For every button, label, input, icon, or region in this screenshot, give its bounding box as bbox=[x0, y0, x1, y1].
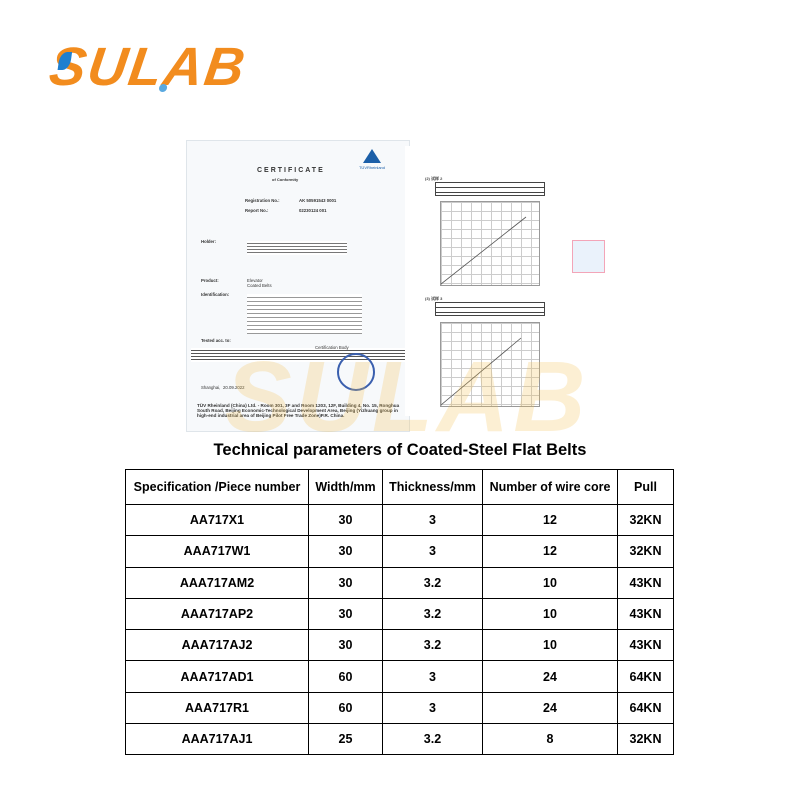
table-row: AAA717AD1 60 3 24 64KN bbox=[125, 660, 674, 693]
cell-wire-core: 10 bbox=[482, 629, 618, 662]
cell-pull: 32KN bbox=[617, 723, 674, 756]
report-section-2: (3) 试样 3 bbox=[425, 296, 443, 301]
cell-specification: AAA717R1 bbox=[125, 691, 309, 725]
table-header-row: Specification /Piece number Width/mm Thi… bbox=[125, 469, 674, 505]
certificate-date: 20.09.2022 bbox=[223, 385, 245, 390]
cell-wire-core: 12 bbox=[482, 503, 618, 537]
table-row: AA717X1 30 3 12 32KN bbox=[125, 503, 674, 537]
cell-wire-core: 10 bbox=[482, 566, 618, 599]
cell-width: 30 bbox=[308, 503, 383, 537]
cert-body-label: Certification Body bbox=[315, 345, 349, 350]
certificate-subtitle: of Conformity bbox=[272, 177, 299, 182]
registration-label: Registration No.: bbox=[245, 198, 280, 203]
report-graph-2 bbox=[440, 322, 540, 407]
cell-pull: 43KN bbox=[617, 597, 674, 631]
cell-thickness: 3.2 bbox=[382, 723, 483, 756]
cell-wire-core: 24 bbox=[482, 660, 618, 693]
cell-specification: AAA717W1 bbox=[125, 535, 309, 568]
cell-wire-core: 8 bbox=[482, 723, 618, 756]
cell-specification: AAA717AJ1 bbox=[125, 723, 309, 756]
header-wire-core: Number of wire core bbox=[482, 469, 618, 505]
tuv-triangle-icon bbox=[363, 149, 381, 163]
certificate-image: TÜVRheinland CERTIFICATE of Conformity R… bbox=[186, 140, 410, 432]
tuv-logo: TÜVRheinland bbox=[352, 149, 392, 170]
header-specification: Specification /Piece number bbox=[125, 469, 309, 505]
logo-text: SULAB bbox=[45, 37, 251, 97]
report-table-2 bbox=[435, 302, 545, 316]
table-row: AAA717W1 30 3 12 32KN bbox=[125, 535, 674, 568]
test-report-image: (2) 试样 2 (3) 试样 3 bbox=[405, 146, 555, 416]
place-label: Shanghai, bbox=[201, 385, 221, 390]
registration-value: AK 50591543 0001 bbox=[299, 198, 337, 203]
cell-width: 30 bbox=[308, 566, 383, 599]
cell-thickness: 3.2 bbox=[382, 597, 483, 631]
cell-specification: AAA717AD1 bbox=[125, 660, 309, 693]
cell-specification: AAA717AM2 bbox=[125, 566, 309, 599]
report-label: Report No.: bbox=[245, 208, 269, 213]
table-row: AAA717AJ1 25 3.2 8 32KN bbox=[125, 723, 674, 756]
cell-width: 25 bbox=[308, 723, 383, 756]
cell-pull: 32KN bbox=[617, 535, 674, 568]
cell-wire-core: 24 bbox=[482, 691, 618, 725]
cell-thickness: 3 bbox=[382, 691, 483, 725]
cell-thickness: 3.2 bbox=[382, 566, 483, 599]
parameters-table: Specification /Piece number Width/mm Thi… bbox=[125, 469, 674, 756]
cell-width: 30 bbox=[308, 597, 383, 631]
report-section-1: (2) 试样 2 bbox=[425, 176, 443, 181]
certificate-footer: TÜV Rheinland (China) Ltd. - Room 301, 3… bbox=[197, 403, 400, 418]
header-thickness: Thickness/mm bbox=[382, 469, 483, 505]
cell-specification: AA717X1 bbox=[125, 503, 309, 537]
cell-width: 60 bbox=[308, 660, 383, 693]
header-width: Width/mm bbox=[308, 469, 383, 505]
report-value: 02230124 001 bbox=[299, 208, 327, 213]
table-row: AAA717R1 60 3 24 64KN bbox=[125, 691, 674, 725]
table-row: AAA717AM2 30 3.2 10 43KN bbox=[125, 566, 674, 599]
table-row: AAA717AJ2 30 3.2 10 43KN bbox=[125, 629, 674, 662]
report-table-1 bbox=[435, 182, 545, 196]
tuv-seal-icon bbox=[337, 353, 375, 391]
cell-width: 60 bbox=[308, 691, 383, 725]
cell-pull: 32KN bbox=[617, 503, 674, 537]
identification-text bbox=[247, 294, 362, 334]
label-sticker bbox=[572, 240, 605, 273]
sulab-logo: SULAB bbox=[46, 36, 251, 98]
cell-pull: 64KN bbox=[617, 660, 674, 693]
cell-wire-core: 12 bbox=[482, 535, 618, 568]
holder-text bbox=[247, 241, 347, 255]
cell-thickness: 3 bbox=[382, 535, 483, 568]
product-value: Elevator Coated Belts bbox=[247, 278, 272, 288]
tuv-brand: TÜVRheinland bbox=[358, 165, 385, 170]
cell-thickness: 3.2 bbox=[382, 629, 483, 662]
cell-pull: 43KN bbox=[617, 566, 674, 599]
conformity-text bbox=[191, 348, 405, 362]
report-graph-1 bbox=[440, 201, 540, 286]
tested-label: Tested acc. to: bbox=[201, 338, 231, 343]
cell-width: 30 bbox=[308, 629, 383, 662]
cell-specification: AAA717AP2 bbox=[125, 597, 309, 631]
cell-specification: AAA717AJ2 bbox=[125, 629, 309, 662]
table-row: AAA717AP2 30 3.2 10 43KN bbox=[125, 597, 674, 631]
identification-label: Identification: bbox=[201, 292, 230, 297]
cell-thickness: 3 bbox=[382, 660, 483, 693]
cell-width: 30 bbox=[308, 535, 383, 568]
cell-thickness: 3 bbox=[382, 503, 483, 537]
certificate-title: CERTIFICATE bbox=[257, 167, 325, 174]
cell-pull: 64KN bbox=[617, 691, 674, 725]
holder-label: Holder: bbox=[201, 239, 217, 244]
cell-pull: 43KN bbox=[617, 629, 674, 662]
cell-wire-core: 10 bbox=[482, 597, 618, 631]
product-label: Product: bbox=[201, 278, 219, 283]
table-title: Technical parameters of Coated-Steel Fla… bbox=[213, 441, 587, 459]
header-pull: Pull bbox=[617, 469, 674, 505]
